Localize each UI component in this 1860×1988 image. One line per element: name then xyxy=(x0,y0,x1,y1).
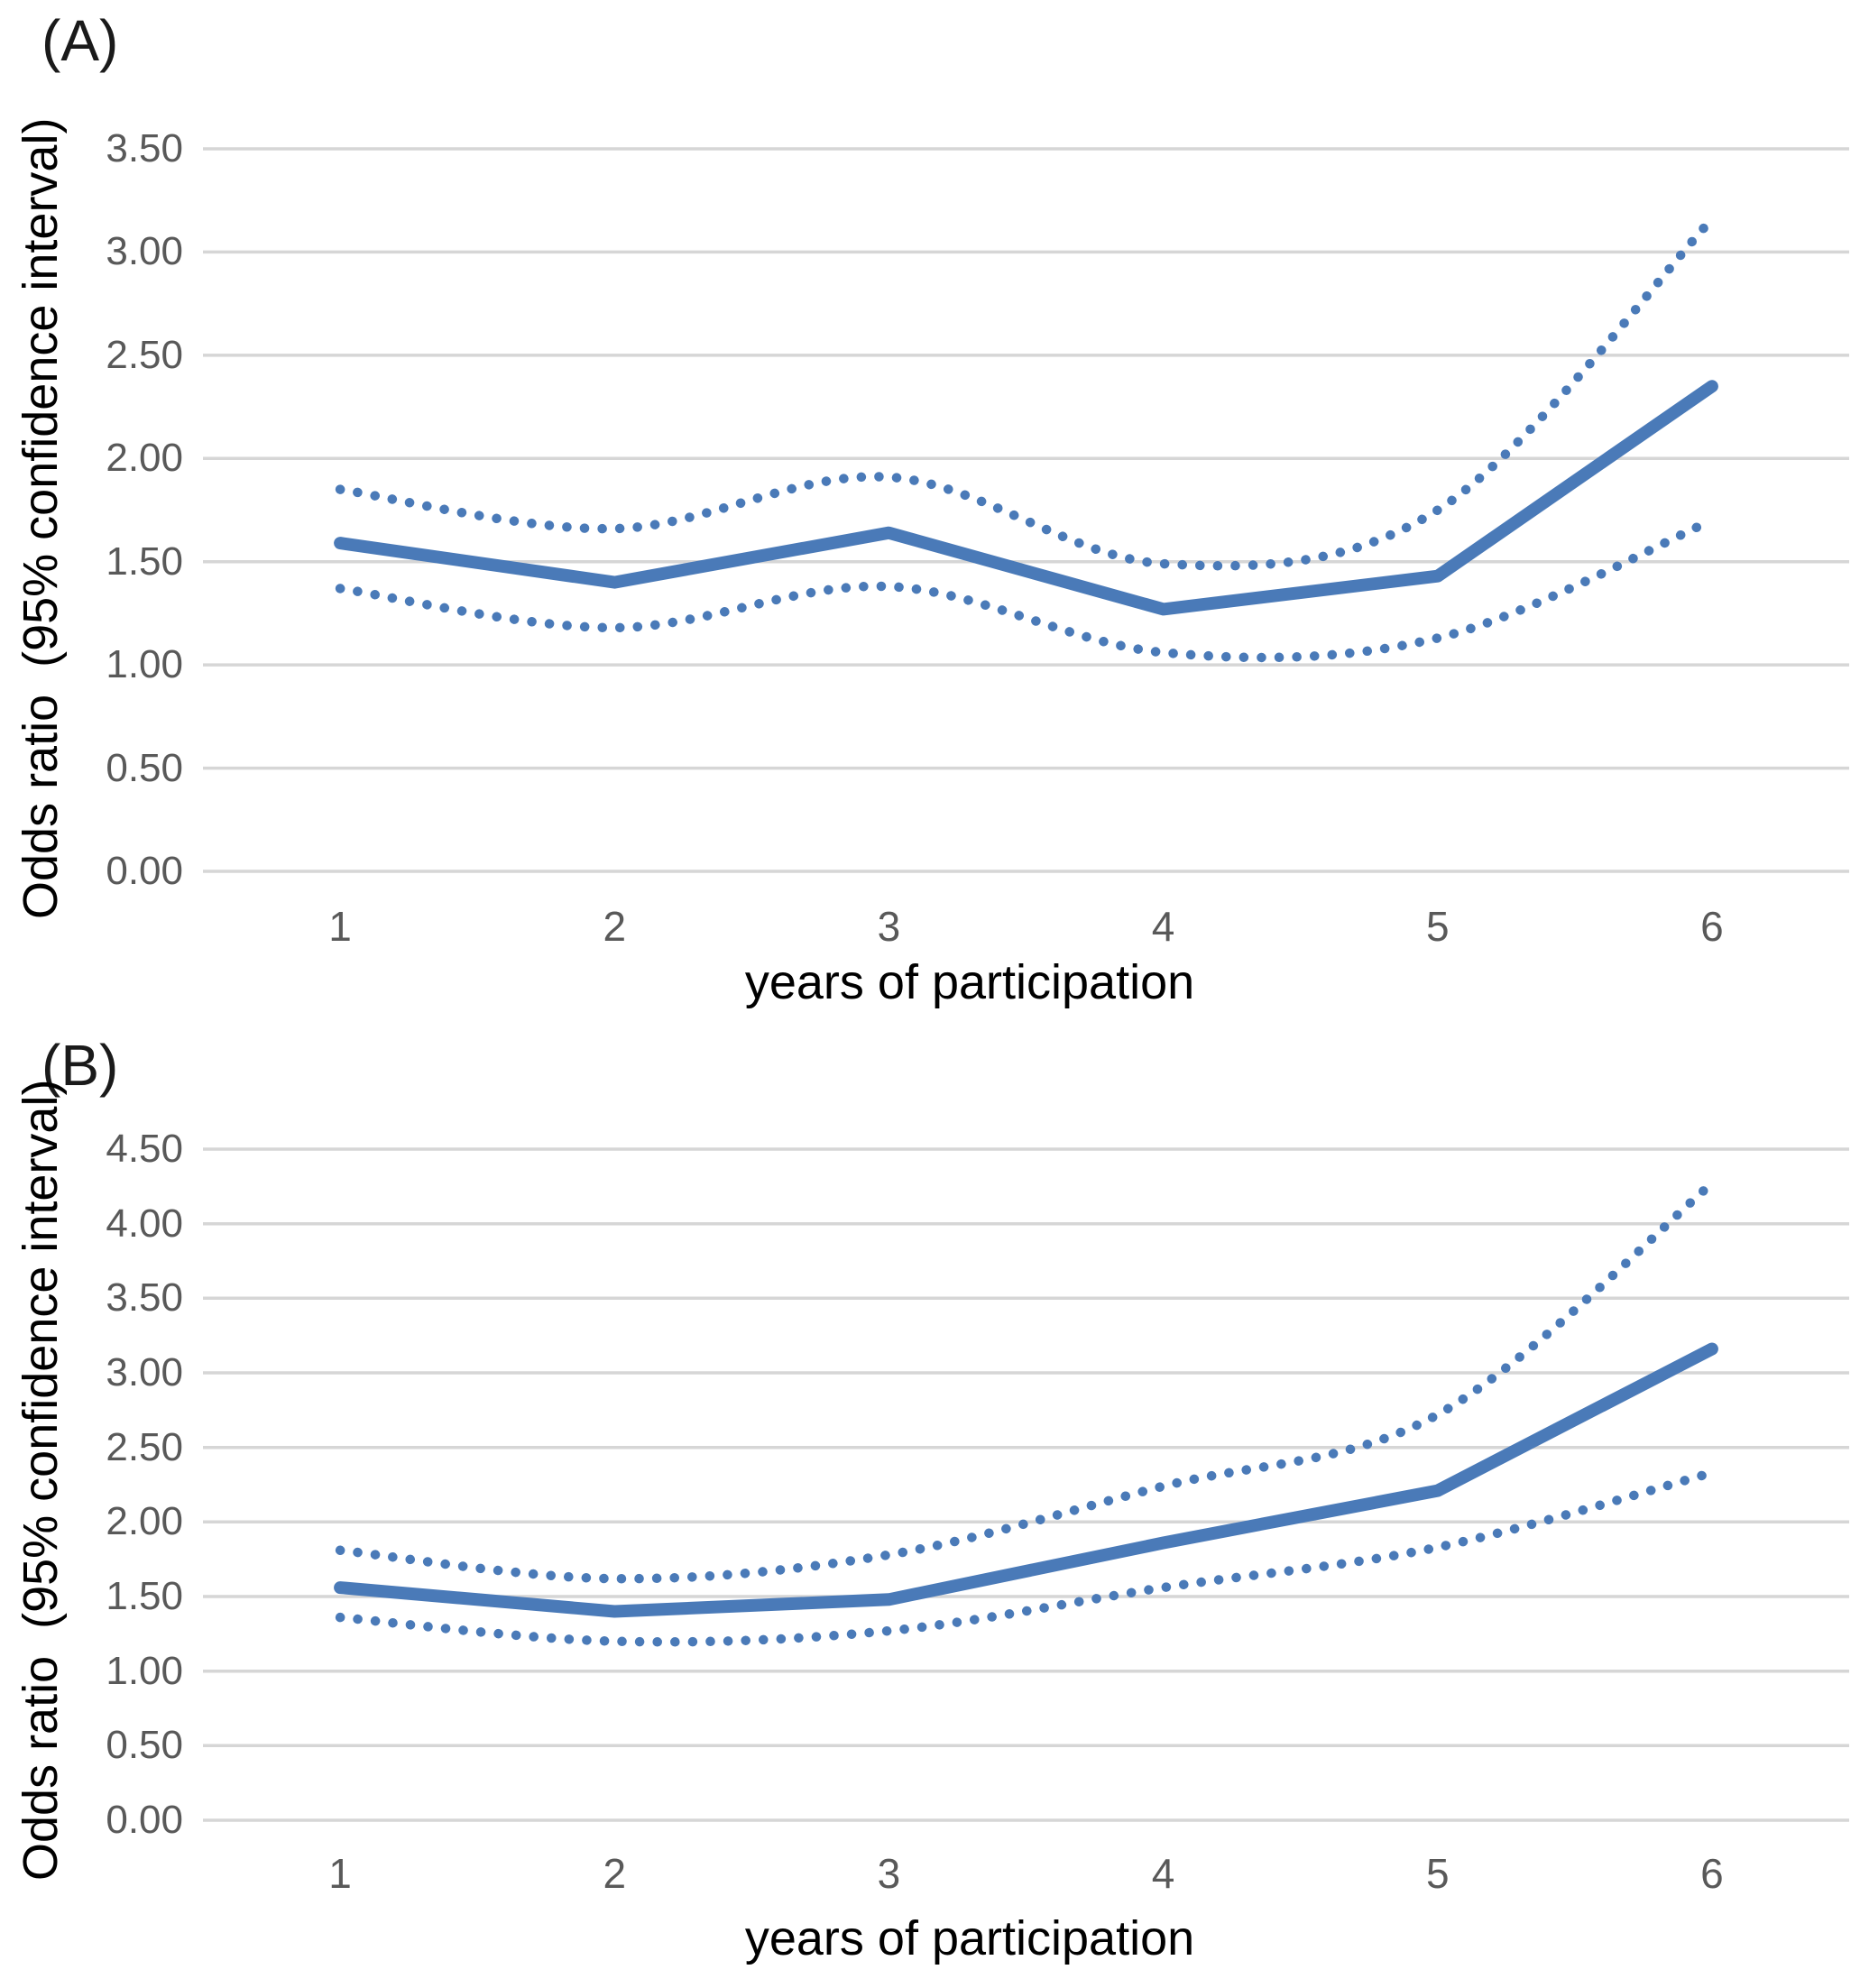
x-axis-title: years of participation xyxy=(744,1911,1195,1965)
y-tick-label: 2.50 xyxy=(106,332,183,377)
x-tick-label: 5 xyxy=(1426,1850,1450,1897)
y-axis-tick-labels: 4.50 4.00 3.50 3.00 2.50 2.00 1.50 1.00 0.50 0.00 xyxy=(0,1019,183,1988)
upper-ci-line xyxy=(335,214,1717,571)
lower-ci-line xyxy=(335,1468,1717,1647)
y-tick-label: 0.00 xyxy=(106,1798,183,1842)
y-tick-label: 1.00 xyxy=(106,1648,183,1693)
y-tick-label: 2.00 xyxy=(106,1499,183,1544)
y-tick-label: 4.50 xyxy=(106,1127,183,1171)
x-tick-label: 4 xyxy=(1151,1850,1175,1897)
chart-panel-a: (A) Odds ratio (95% confidence interval)… xyxy=(0,0,1860,1019)
plot-area xyxy=(203,147,1849,873)
x-tick-label: 1 xyxy=(328,1850,352,1897)
odds-ratio-line xyxy=(334,380,1718,616)
y-tick-label: 4.00 xyxy=(106,1201,183,1246)
y-tick-label: 3.00 xyxy=(106,229,183,274)
x-tick-label: 5 xyxy=(1426,903,1450,950)
plot-area xyxy=(203,1147,1849,1822)
lower-ci-line xyxy=(335,515,1717,663)
y-tick-label: 3.50 xyxy=(106,126,183,170)
y-tick-label: 0.50 xyxy=(106,1723,183,1768)
x-axis-tick-labels: 1 2 3 4 5 6 xyxy=(203,1849,1860,1903)
x-tick-label: 6 xyxy=(1700,1850,1724,1897)
x-axis-title: years of participation xyxy=(744,955,1195,1009)
panel-b-label: (B) xyxy=(41,1033,119,1098)
y-axis-tick-labels: 3.50 3.00 2.50 2.00 1.50 1.00 0.50 0.00 xyxy=(0,0,183,1019)
y-tick-label: 1.50 xyxy=(106,1574,183,1618)
x-tick-label: 2 xyxy=(603,903,627,950)
y-tick-label: 1.50 xyxy=(106,538,183,584)
odds-ratio-line xyxy=(334,1342,1718,1618)
y-tick-label: 1.00 xyxy=(106,642,183,687)
x-axis-tick-labels: 1 2 3 4 5 6 xyxy=(203,902,1860,956)
x-tick-label: 3 xyxy=(877,1850,901,1897)
x-tick-label: 3 xyxy=(877,903,901,950)
y-tick-label: 2.00 xyxy=(106,436,183,481)
y-tick-label: 0.50 xyxy=(106,745,183,790)
x-tick-label: 4 xyxy=(1151,903,1175,950)
chart-panel-b: (B) Odds ratio (95% confidence interval)… xyxy=(0,1019,1860,1988)
y-tick-label: 3.50 xyxy=(106,1275,183,1321)
upper-ci-line xyxy=(335,1178,1717,1584)
x-tick-label: 1 xyxy=(328,903,352,950)
y-tick-label: 2.50 xyxy=(106,1424,183,1469)
panel-a-label: (A) xyxy=(41,8,119,73)
y-tick-label: 3.00 xyxy=(106,1350,183,1394)
y-tick-label: 0.00 xyxy=(106,849,183,893)
x-tick-label: 2 xyxy=(603,1850,627,1897)
x-tick-label: 6 xyxy=(1700,903,1724,950)
